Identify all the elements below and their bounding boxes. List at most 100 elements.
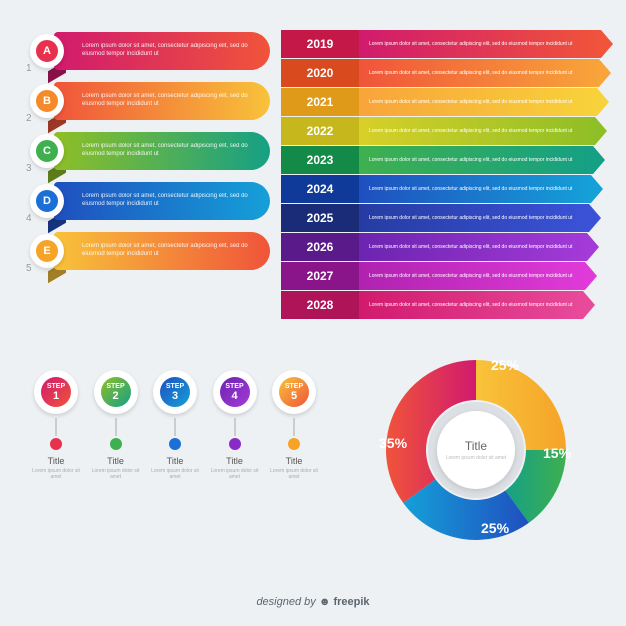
ribbon-letter: E (36, 240, 58, 262)
yearbar-row: 2027 Lorem ipsum dolor sit amet, consect… (281, 262, 601, 290)
yearbar-row: 2020 Lorem ipsum dolor sit amet, consect… (281, 59, 601, 87)
step-label: STEP3 (160, 377, 190, 407)
yearbar-year: 2028 (281, 291, 359, 319)
yearbar-arrow-icon (591, 175, 603, 203)
yearbar-year: 2025 (281, 204, 359, 232)
yearbar-desc: Lorem ipsum dolor sit amet, consectetur … (359, 59, 599, 87)
ribbon-item: Lorem ipsum dolor sit amet, consectetur … (30, 130, 270, 172)
credit-brand: freepik (333, 596, 369, 608)
yearbar-arrow-icon (589, 204, 601, 232)
ribbon-item: Lorem ipsum dolor sit amet, consectetur … (30, 30, 270, 72)
donut-pct-label: 15% (543, 445, 571, 461)
step-label: STEP1 (41, 377, 71, 407)
step-item: STEP3 Title Lorem ipsum dolor sit amet (149, 370, 201, 480)
ribbon-item: Lorem ipsum dolor sit amet, consectetur … (30, 230, 270, 272)
ribbon-body: Lorem ipsum dolor sit amet, consectetur … (54, 32, 270, 70)
donut-title: Title (465, 439, 487, 453)
step-badge: STEP2 (94, 370, 138, 414)
step-title: Title (209, 456, 261, 466)
ribbon-badge: C (30, 134, 64, 168)
step-title: Title (30, 456, 82, 466)
ribbon-number: 3 (26, 163, 32, 174)
step-list: STEP1 Title Lorem ipsum dolor sit amet S… (30, 370, 320, 480)
yearbar-desc: Lorem ipsum dolor sit amet, consectetur … (359, 30, 601, 58)
step-connector (174, 418, 176, 436)
donut-pct-label: 35% (379, 435, 407, 451)
donut-desc: Lorem ipsum dolor sit amet (438, 455, 514, 461)
yearbar-arrow-icon (597, 88, 609, 116)
step-title: Title (149, 456, 201, 466)
ribbon-number: 1 (26, 63, 32, 74)
credit-prefix: designed by (256, 596, 315, 608)
step-connector (55, 418, 57, 436)
step-dot-icon (229, 438, 241, 450)
yearbar-desc: Lorem ipsum dolor sit amet, consectetur … (359, 117, 595, 145)
step-desc: Lorem ipsum dolor sit amet (149, 468, 201, 480)
yearbar-arrow-icon (587, 233, 599, 261)
yearbar-year: 2022 (281, 117, 359, 145)
step-connector (293, 418, 295, 436)
yearbar-arrow-icon (595, 117, 607, 145)
yearbar-arrow-icon (583, 291, 595, 319)
ribbon-number: 4 (26, 213, 32, 224)
yearbar-arrow-icon (599, 59, 611, 87)
ribbon-letter: A (36, 40, 58, 62)
yearbar-year: 2019 (281, 30, 359, 58)
yearbar-desc: Lorem ipsum dolor sit amet, consectetur … (359, 262, 585, 290)
step-label: STEP4 (220, 377, 250, 407)
yearbar-desc: Lorem ipsum dolor sit amet, consectetur … (359, 175, 591, 203)
donut-pct-label: 25% (491, 357, 519, 373)
step-label: STEP2 (101, 377, 131, 407)
yearbar-year: 2024 (281, 175, 359, 203)
yearbar-desc: Lorem ipsum dolor sit amet, consectetur … (359, 204, 589, 232)
step-connector (115, 418, 117, 436)
ribbon-text: Lorem ipsum dolor sit amet, consectetur … (82, 43, 270, 59)
donut-pct-label: 25% (481, 520, 509, 536)
yearbar-year: 2027 (281, 262, 359, 290)
yearbar-year: 2020 (281, 59, 359, 87)
ribbon-number: 2 (26, 113, 32, 124)
step-dot-icon (288, 438, 300, 450)
donut-chart: Title Lorem ipsum dolor sit amet 25% 15% 2… (381, 355, 571, 545)
yearbar-row: 2021 Lorem ipsum dolor sit amet, consect… (281, 88, 601, 116)
yearbar-year: 2026 (281, 233, 359, 261)
ribbon-item: Lorem ipsum dolor sit amet, consectetur … (30, 180, 270, 222)
step-desc: Lorem ipsum dolor sit amet (30, 468, 82, 480)
step-desc: Lorem ipsum dolor sit amet (268, 468, 320, 480)
yearbar-arrow-icon (585, 262, 597, 290)
yearbar-year: 2023 (281, 146, 359, 174)
ribbon-number: 5 (26, 263, 32, 274)
yearbar-year: 2021 (281, 88, 359, 116)
ribbon-body: Lorem ipsum dolor sit amet, consectetur … (54, 82, 270, 120)
yearbar-row: 2026 Lorem ipsum dolor sit amet, consect… (281, 233, 601, 261)
step-badge: STEP4 (213, 370, 257, 414)
ribbon-badge: E (30, 234, 64, 268)
step-item: STEP1 Title Lorem ipsum dolor sit amet (30, 370, 82, 480)
ribbon-letter: B (36, 90, 58, 112)
yearbar-row: 2028 Lorem ipsum dolor sit amet, consect… (281, 291, 601, 319)
step-title: Title (90, 456, 142, 466)
step-item: STEP2 Title Lorem ipsum dolor sit amet (90, 370, 142, 480)
step-dot-icon (110, 438, 122, 450)
step-badge: STEP1 (34, 370, 78, 414)
ribbon-letter: C (36, 140, 58, 162)
ribbon-badge: D (30, 184, 64, 218)
yearbar-row: 2025 Lorem ipsum dolor sit amet, consect… (281, 204, 601, 232)
step-item: STEP4 Title Lorem ipsum dolor sit amet (209, 370, 261, 480)
yearbar-arrow-icon (601, 30, 613, 58)
ribbon-text: Lorem ipsum dolor sit amet, consectetur … (82, 93, 270, 109)
yearbar-row: 2024 Lorem ipsum dolor sit amet, consect… (281, 175, 601, 203)
yearbar-row: 2023 Lorem ipsum dolor sit amet, consect… (281, 146, 601, 174)
yearbar-desc: Lorem ipsum dolor sit amet, consectetur … (359, 146, 593, 174)
step-connector (234, 418, 236, 436)
yearbar-list: 2019 Lorem ipsum dolor sit amet, consect… (281, 30, 601, 320)
step-badge: STEP3 (153, 370, 197, 414)
step-item: STEP5 Title Lorem ipsum dolor sit amet (268, 370, 320, 480)
ribbon-body: Lorem ipsum dolor sit amet, consectetur … (54, 232, 270, 270)
ribbon-body: Lorem ipsum dolor sit amet, consectetur … (54, 182, 270, 220)
donut-center: Title Lorem ipsum dolor sit amet (437, 411, 515, 489)
yearbar-desc: Lorem ipsum dolor sit amet, consectetur … (359, 291, 583, 319)
ribbon-badge: B (30, 84, 64, 118)
ribbon-text: Lorem ipsum dolor sit amet, consectetur … (82, 243, 270, 259)
step-desc: Lorem ipsum dolor sit amet (209, 468, 261, 480)
